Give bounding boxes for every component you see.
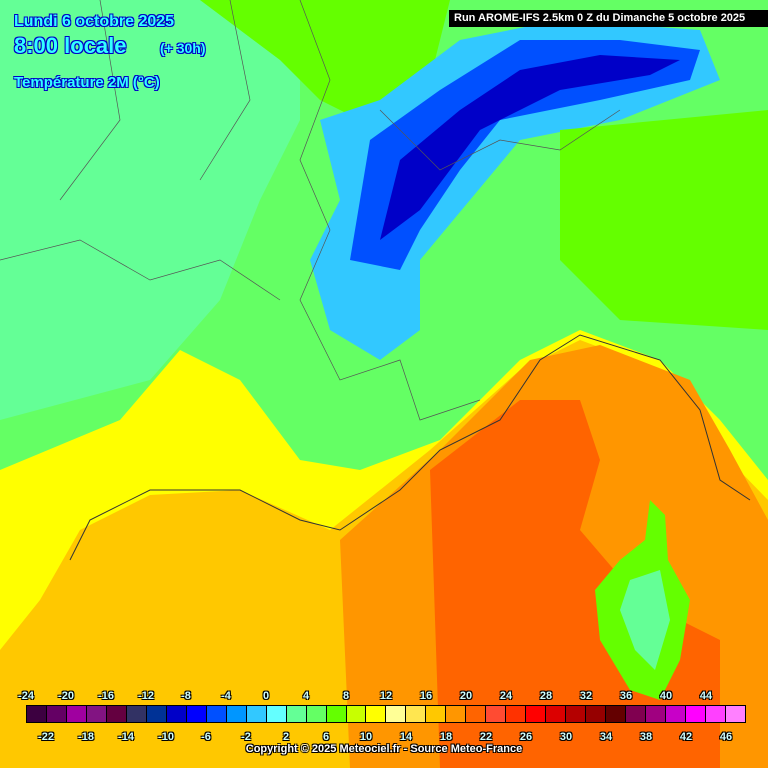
legend-swatch: [486, 706, 507, 722]
legend-label-top: -24: [18, 690, 34, 702]
legend-swatch: [326, 706, 347, 722]
legend-swatch: [126, 706, 147, 722]
legend-label-top: 0: [262, 690, 270, 702]
legend-swatch: [366, 706, 387, 722]
legend-label-top: 44: [699, 690, 713, 702]
legend-label-top: 40: [659, 690, 673, 702]
legend-swatch: [86, 706, 107, 722]
legend-label-bottom: -2: [241, 731, 251, 743]
legend-swatch: [166, 706, 187, 722]
legend-swatch: [406, 706, 427, 722]
legend-swatch: [725, 706, 745, 722]
legend-swatch: [685, 706, 706, 722]
legend-label-top: 36: [619, 690, 633, 702]
legend-swatch: [606, 706, 627, 722]
legend-label-bottom: 22: [479, 731, 493, 743]
cool-land-zone: [0, 0, 300, 420]
legend-label-bottom: 30: [559, 731, 573, 743]
legend-swatch: [526, 706, 547, 722]
copyright: Copyright © 2025 Meteociel.fr - Source M…: [245, 743, 523, 755]
borders: [0, 0, 621, 421]
legend-swatch: [266, 706, 287, 722]
legend-label-bottom: 26: [519, 731, 533, 743]
legend-swatch: [666, 706, 686, 722]
legend-label-bottom: 6: [322, 731, 330, 743]
legend-swatch: [705, 706, 726, 722]
legend-label-bottom: -10: [158, 731, 174, 743]
legend-swatch: [246, 706, 267, 722]
legend-swatch: [146, 706, 167, 722]
legend-swatch: [586, 706, 607, 722]
legend-swatch: [446, 706, 467, 722]
forecast-lead-time: (+ 30h): [160, 40, 206, 56]
legend-swatch: [626, 706, 647, 722]
legend-swatch: [206, 706, 227, 722]
legend-label-top: -12: [138, 690, 154, 702]
legend-label-top: 16: [419, 690, 433, 702]
po-plain: [560, 110, 768, 330]
legend-label-top: 28: [539, 690, 553, 702]
legend-swatch: [346, 706, 367, 722]
legend-label-bottom: 34: [599, 731, 613, 743]
legend-label-top: -4: [221, 690, 231, 702]
legend-swatch: [566, 706, 587, 722]
legend-swatch: [426, 706, 447, 722]
legend-swatch: [106, 706, 127, 722]
parameter-title: Température 2M (°C): [14, 74, 160, 91]
legend-swatch: [466, 706, 487, 722]
legend-label-bottom: 42: [679, 731, 693, 743]
warm-north-zone: [200, 0, 450, 120]
legend-label-bottom: 2: [282, 731, 290, 743]
alps-high-peaks: [380, 55, 680, 240]
legend-label-top: 12: [379, 690, 393, 702]
coastline: [69, 334, 751, 561]
legend-swatch: [506, 706, 527, 722]
legend-label-top: 24: [499, 690, 513, 702]
legend-swatch: [27, 706, 47, 722]
alps-zone: [310, 20, 720, 360]
corsica-mountains: [620, 570, 670, 670]
legend-swatch: [286, 706, 307, 722]
legend-label-top: 20: [459, 690, 473, 702]
legend-label-top: -16: [98, 690, 114, 702]
legend-label-bottom: -18: [78, 731, 94, 743]
legend-label-bottom: 14: [399, 731, 413, 743]
legend-swatch: [646, 706, 666, 722]
legend-swatch: [386, 706, 407, 722]
legend-swatch: [186, 706, 207, 722]
legend-swatch: [306, 706, 327, 722]
legend-label-bottom: 38: [639, 731, 653, 743]
legend-swatch: [226, 706, 247, 722]
alps-peaks: [350, 40, 700, 270]
legend-label-top: -20: [58, 690, 74, 702]
legend-label-bottom: -6: [201, 731, 211, 743]
legend-label-bottom: -14: [118, 731, 134, 743]
forecast-date: Lundi 6 octobre 2025: [14, 13, 175, 30]
legend-swatch: [546, 706, 567, 722]
legend-label-top: -8: [181, 690, 191, 702]
legend-label-top: 4: [302, 690, 310, 702]
legend-label-bottom: 10: [359, 731, 373, 743]
model-run-label: Run AROME-IFS 2.5km 0 Z du Dimanche 5 oc…: [449, 10, 768, 27]
legend-swatch: [46, 706, 67, 722]
legend-label-top: 32: [579, 690, 593, 702]
legend-label-top: 8: [342, 690, 350, 702]
legend-label-bottom: -22: [38, 731, 54, 743]
legend-label-bottom: 46: [719, 731, 733, 743]
forecast-time: 8:00 locale: [14, 33, 127, 58]
legend-label-bottom: 18: [439, 731, 453, 743]
legend-swatch: [66, 706, 87, 722]
color-legend: [26, 705, 746, 723]
